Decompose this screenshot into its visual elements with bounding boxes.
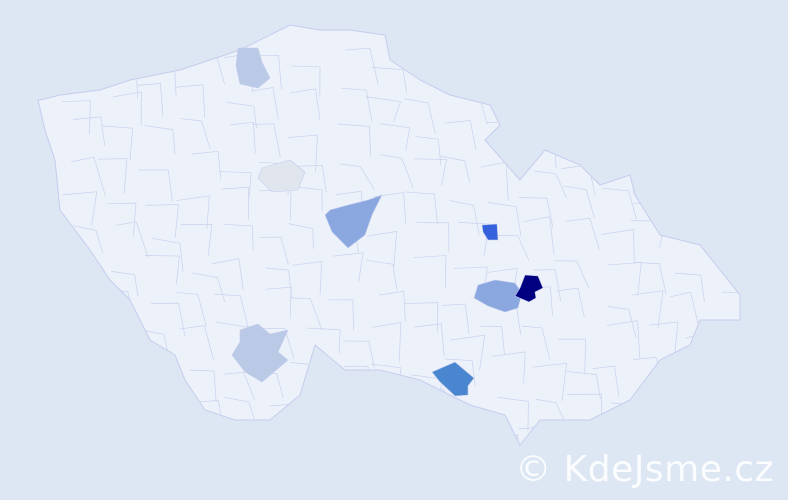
region-moravia-mid[interactable] (473, 279, 523, 313)
region-central-west[interactable] (257, 159, 306, 193)
watermark: © KdeJsme.cz (515, 449, 774, 490)
region-south-west[interactable] (231, 323, 289, 383)
region-east-small[interactable] (481, 223, 499, 241)
region-moravia-dark[interactable] (514, 274, 544, 303)
country-outline (37, 24, 741, 446)
region-south[interactable] (431, 361, 475, 397)
region-north[interactable] (235, 47, 271, 89)
region-central[interactable] (324, 194, 383, 249)
